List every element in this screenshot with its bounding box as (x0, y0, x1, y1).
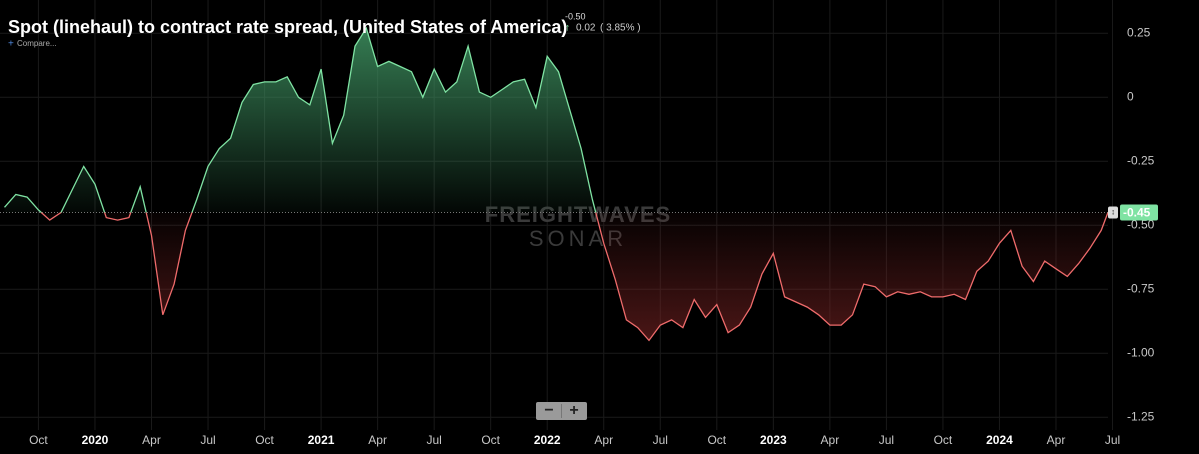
change-percent: ( 3.85% ) (600, 23, 641, 34)
x-year-label: 2024 (986, 433, 1013, 447)
x-tick-label: Oct (255, 433, 274, 447)
previous-value: -0.50 (565, 11, 586, 21)
x-tick-label: Oct (934, 433, 953, 447)
line (4, 26, 1109, 342)
area (4, 28, 1108, 341)
baseline-handle-icon: ↕ (1111, 208, 1115, 217)
x-year-label: 2020 (82, 433, 109, 447)
zoom-out-button[interactable]: − (544, 402, 553, 419)
x-tick-label: Oct (481, 433, 500, 447)
y-tick-label: -1.25 (1127, 409, 1155, 423)
compare-icon[interactable]: + (8, 39, 14, 50)
zoom-in-button[interactable]: + (569, 402, 578, 419)
x-tick-label: Apr (594, 433, 613, 447)
x-tick-label: Jul (200, 433, 215, 447)
x-year-label: 2022 (534, 433, 561, 447)
y-tick-label: -0.50 (1127, 217, 1155, 231)
change-arrow: ↑ (565, 23, 570, 34)
x-tick-label: Jul (1105, 433, 1120, 447)
compare-link[interactable]: Compare... (17, 39, 57, 48)
x-tick-label: Apr (368, 433, 387, 447)
y-tick-label: -0.25 (1127, 153, 1155, 167)
axes: 0.25 0 -0.25 -0.50 -0.75 -1.00 -1.25 Oct 2020 Apr… (29, 25, 1158, 447)
x-tick-label: Jul (879, 433, 894, 447)
plot (0, 26, 1109, 342)
baseline-handle (1108, 206, 1118, 219)
y-tick-label: 0.25 (1127, 25, 1151, 39)
chart-title: Spot (linehaul) to contract rate spread,… (8, 17, 567, 37)
x-tick-label: Apr (142, 433, 161, 447)
x-tick-label: Oct (29, 433, 48, 447)
baseline-tag (1120, 204, 1158, 221)
baseline-label: -0.45 (1123, 206, 1151, 220)
x-tick-label: Apr (1047, 433, 1066, 447)
x-tick-label: Apr (821, 433, 840, 447)
x-year-label: 2023 (760, 433, 787, 447)
y-tick-label: -0.75 (1127, 281, 1155, 295)
change-value: 0.02 (576, 23, 596, 34)
x-tick-label: Jul (653, 433, 668, 447)
x-tick-label: Oct (707, 433, 726, 447)
x-year-label: 2021 (308, 433, 335, 447)
y-tick-label: 0 (1127, 89, 1134, 103)
y-tick-label: -1.00 (1127, 345, 1155, 359)
zoom-controls: − + (536, 402, 587, 420)
x-tick-label: Jul (426, 433, 441, 447)
